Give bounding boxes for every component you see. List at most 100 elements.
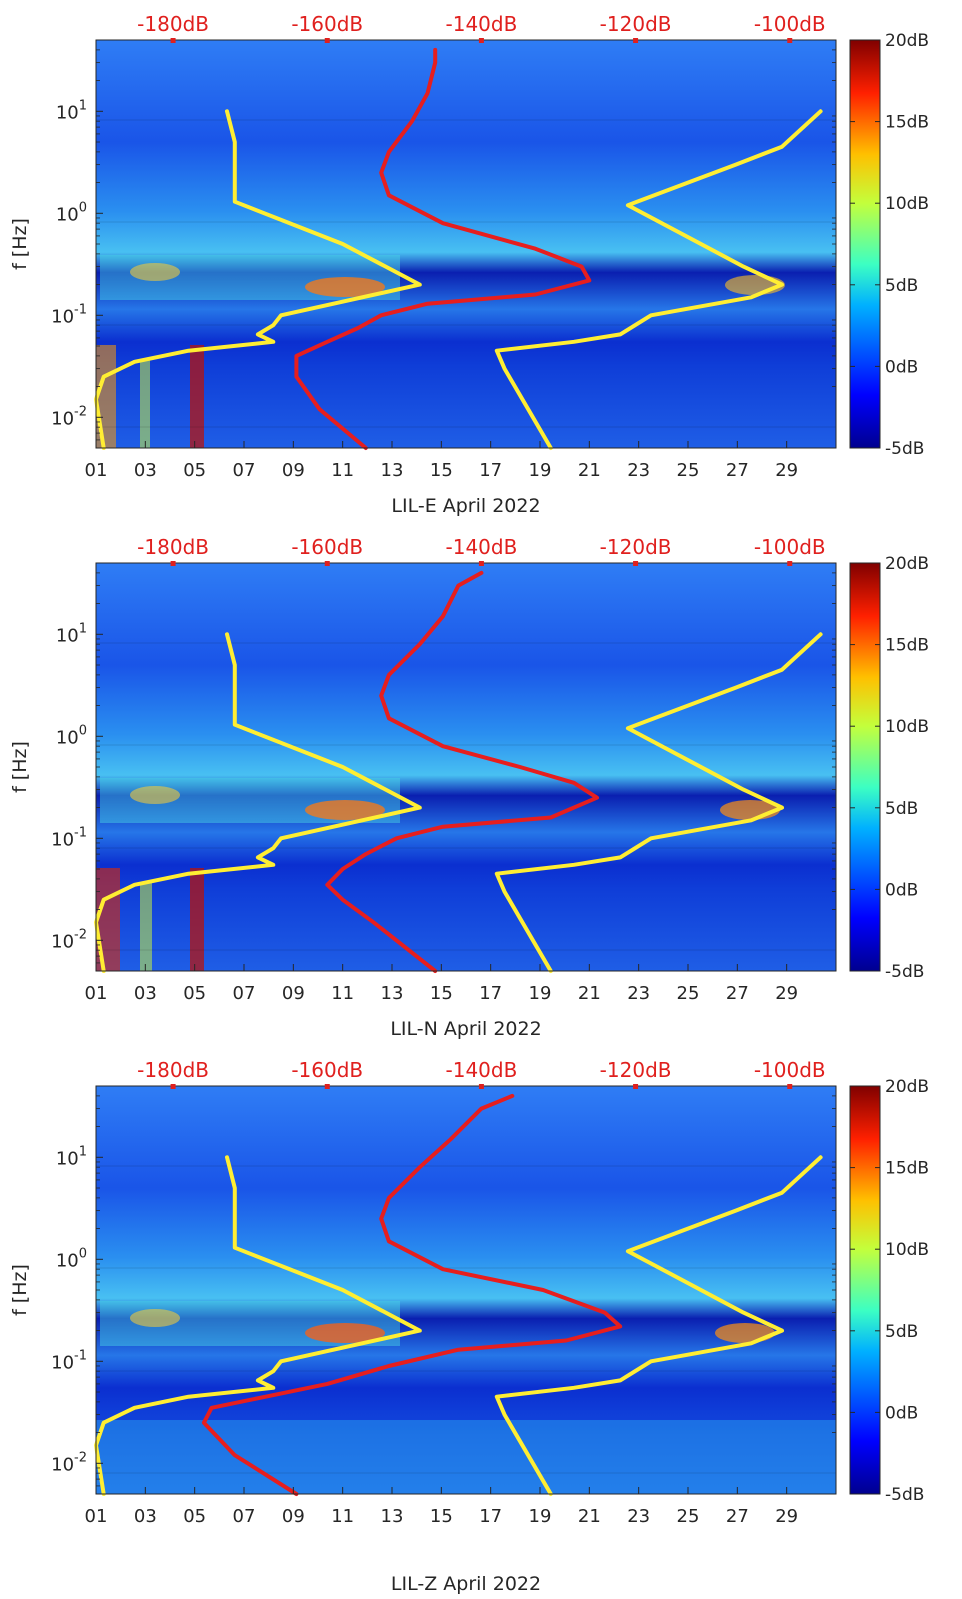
x-tick-label: 23	[627, 1506, 650, 1527]
x-axis-label: LIL-E April 2022	[391, 495, 540, 517]
x-axis-label: LIL-Z April 2022	[391, 1573, 541, 1595]
x-axis-ticks: 01 03 05 07 09 11 13 15 17 19 21 23 25 27 29	[85, 964, 798, 1004]
top-tick-label: -120dB	[600, 535, 672, 559]
yellow-model-curve	[94, 632, 422, 973]
colorbar-ticks: 20dB 15dB 10dB 5dB 0dB -5dB	[850, 31, 929, 459]
y-tick-label: 10-2	[51, 404, 87, 429]
x-tick-label: 23	[627, 983, 650, 1004]
x-tick-label: 05	[183, 983, 206, 1004]
x-tick-label: 01	[85, 983, 108, 1004]
top-tick-mark	[170, 38, 176, 43]
x-axis-ticks: 01 03 05 07 09 11 13 15 17 19 21 23 25 27 29	[85, 441, 798, 481]
red-model-curve	[294, 47, 592, 450]
top-tick-label: -180dB	[137, 12, 209, 36]
colorbar	[849, 562, 881, 972]
top-tick-mark	[324, 561, 330, 566]
y-axis-ticks: 10-2 10-1 100 101	[51, 562, 836, 972]
x-tick-label: 13	[381, 460, 404, 481]
top-tick-label: -140dB	[446, 535, 518, 559]
y-tick-label: 100	[56, 1246, 87, 1271]
top-tick-label: -120dB	[600, 1058, 672, 1082]
y-tick-label: 101	[56, 621, 87, 646]
x-tick-label: 01	[85, 460, 108, 481]
x-tick-label: 25	[677, 460, 700, 481]
x-axis-label: LIL-N April 2022	[390, 1018, 541, 1040]
y-axis-ticks: 10-2 10-1 100 101	[51, 39, 836, 449]
colorbar-tick-label: 10dB	[885, 717, 929, 737]
x-tick-label: 07	[233, 460, 256, 481]
panel-lil-z: 01 03 05 07 09 11 13 15 17 19 21 23 25 27 29 10-210-11…	[9, 1058, 929, 1595]
y-tick-label: 10-2	[51, 1450, 87, 1475]
top-tick-label: -160dB	[291, 1058, 363, 1082]
top-tick-mark	[324, 1084, 330, 1089]
x-tick-label: 11	[331, 460, 354, 481]
x-tick-label: 05	[183, 460, 206, 481]
y-tick-label: 10-2	[51, 927, 87, 952]
top-tick-mark	[478, 561, 484, 566]
colorbar-tick-label: 0dB	[885, 357, 918, 377]
grid-layer	[96, 1165, 836, 1474]
spectrogram-area	[96, 40, 836, 448]
colorbar-ticks: 20dB 15dB 10dB 5dB 0dB -5dB	[850, 554, 929, 982]
top-tick-mark	[633, 561, 639, 566]
top-tick-label: -120dB	[600, 12, 672, 36]
top-tick-mark	[478, 1084, 484, 1089]
x-tick-label: 13	[381, 1506, 404, 1527]
colorbar-tick-label: 15dB	[885, 1159, 929, 1179]
x-tick-label: 11	[331, 1506, 354, 1527]
x-tick-label: 19	[529, 460, 552, 481]
x-tick-label: 21	[578, 460, 601, 481]
x-tick-label: 29	[775, 983, 798, 1004]
y-tick-label: 10-1	[51, 1348, 87, 1373]
x-tick-label: 03	[134, 1506, 157, 1527]
x-tick-label: 27	[726, 460, 749, 481]
colorbar-tick-label: 10dB	[885, 1240, 929, 1260]
y-axis-ticks: 10-2 10-1 100 101	[51, 1085, 836, 1495]
y-tick-label: 100	[56, 723, 87, 748]
x-tick-label: 29	[775, 460, 798, 481]
top-tick-mark	[787, 561, 793, 566]
colorbar	[849, 1085, 881, 1495]
x-tick-label: 07	[233, 983, 256, 1004]
x-tick-label: 15	[430, 460, 453, 481]
x-tick-label: 17	[479, 983, 502, 1004]
x-tick-label: 09	[282, 460, 305, 481]
yellow-model-curve	[494, 1155, 823, 1496]
colorbar-tick-label: 15dB	[885, 113, 929, 133]
x-tick-label: 15	[430, 983, 453, 1004]
x-tick-label: 25	[677, 983, 700, 1004]
top-tick-mark	[478, 38, 484, 43]
colorbar-tick-label: 20dB	[885, 1077, 929, 1097]
top-tick-mark	[324, 38, 330, 43]
x-tick-label: 13	[381, 983, 404, 1004]
yellow-model-curve	[94, 109, 422, 450]
colorbar-tick-label: 5dB	[885, 799, 918, 819]
top-db-axis-ticks: -180dB -160dB -140dB -120dB -100dB	[137, 12, 826, 43]
top-db-axis-ticks: -180dB -160dB -140dB -120dB -100dB	[137, 1058, 826, 1089]
colorbar-tick-label: -5dB	[885, 962, 924, 982]
x-tick-label: 09	[282, 983, 305, 1004]
top-tick-label: -160dB	[291, 535, 363, 559]
y-tick-label: 10-1	[51, 302, 87, 327]
top-tick-mark	[787, 1084, 793, 1089]
y-tick-label: 100	[56, 200, 87, 225]
y-axis-label: f [Hz]	[9, 741, 31, 793]
y-tick-label: 101	[56, 98, 87, 123]
colorbar-tick-label: 5dB	[885, 276, 918, 296]
top-tick-label: -100dB	[754, 12, 826, 36]
x-tick-label: 27	[726, 1506, 749, 1527]
grid-layer	[96, 119, 836, 428]
top-tick-mark	[633, 1084, 639, 1089]
x-tick-label: 11	[331, 983, 354, 1004]
top-tick-label: -100dB	[754, 535, 826, 559]
x-tick-label: 05	[183, 1506, 206, 1527]
spectrogram-area	[96, 1086, 836, 1494]
colorbar-tick-label: 0dB	[885, 880, 918, 900]
x-axis-ticks: 01 03 05 07 09 11 13 15 17 19 21 23 25 27 29	[85, 1487, 798, 1527]
top-tick-mark	[633, 38, 639, 43]
model-curves	[94, 47, 823, 450]
colorbar	[849, 39, 881, 449]
panel-lil-n: 01 03 05 07 09 11 13 15 17 19 21 23 25 27 29 10-210-11…	[9, 535, 929, 1040]
x-tick-label: 23	[627, 460, 650, 481]
x-tick-label: 21	[578, 983, 601, 1004]
